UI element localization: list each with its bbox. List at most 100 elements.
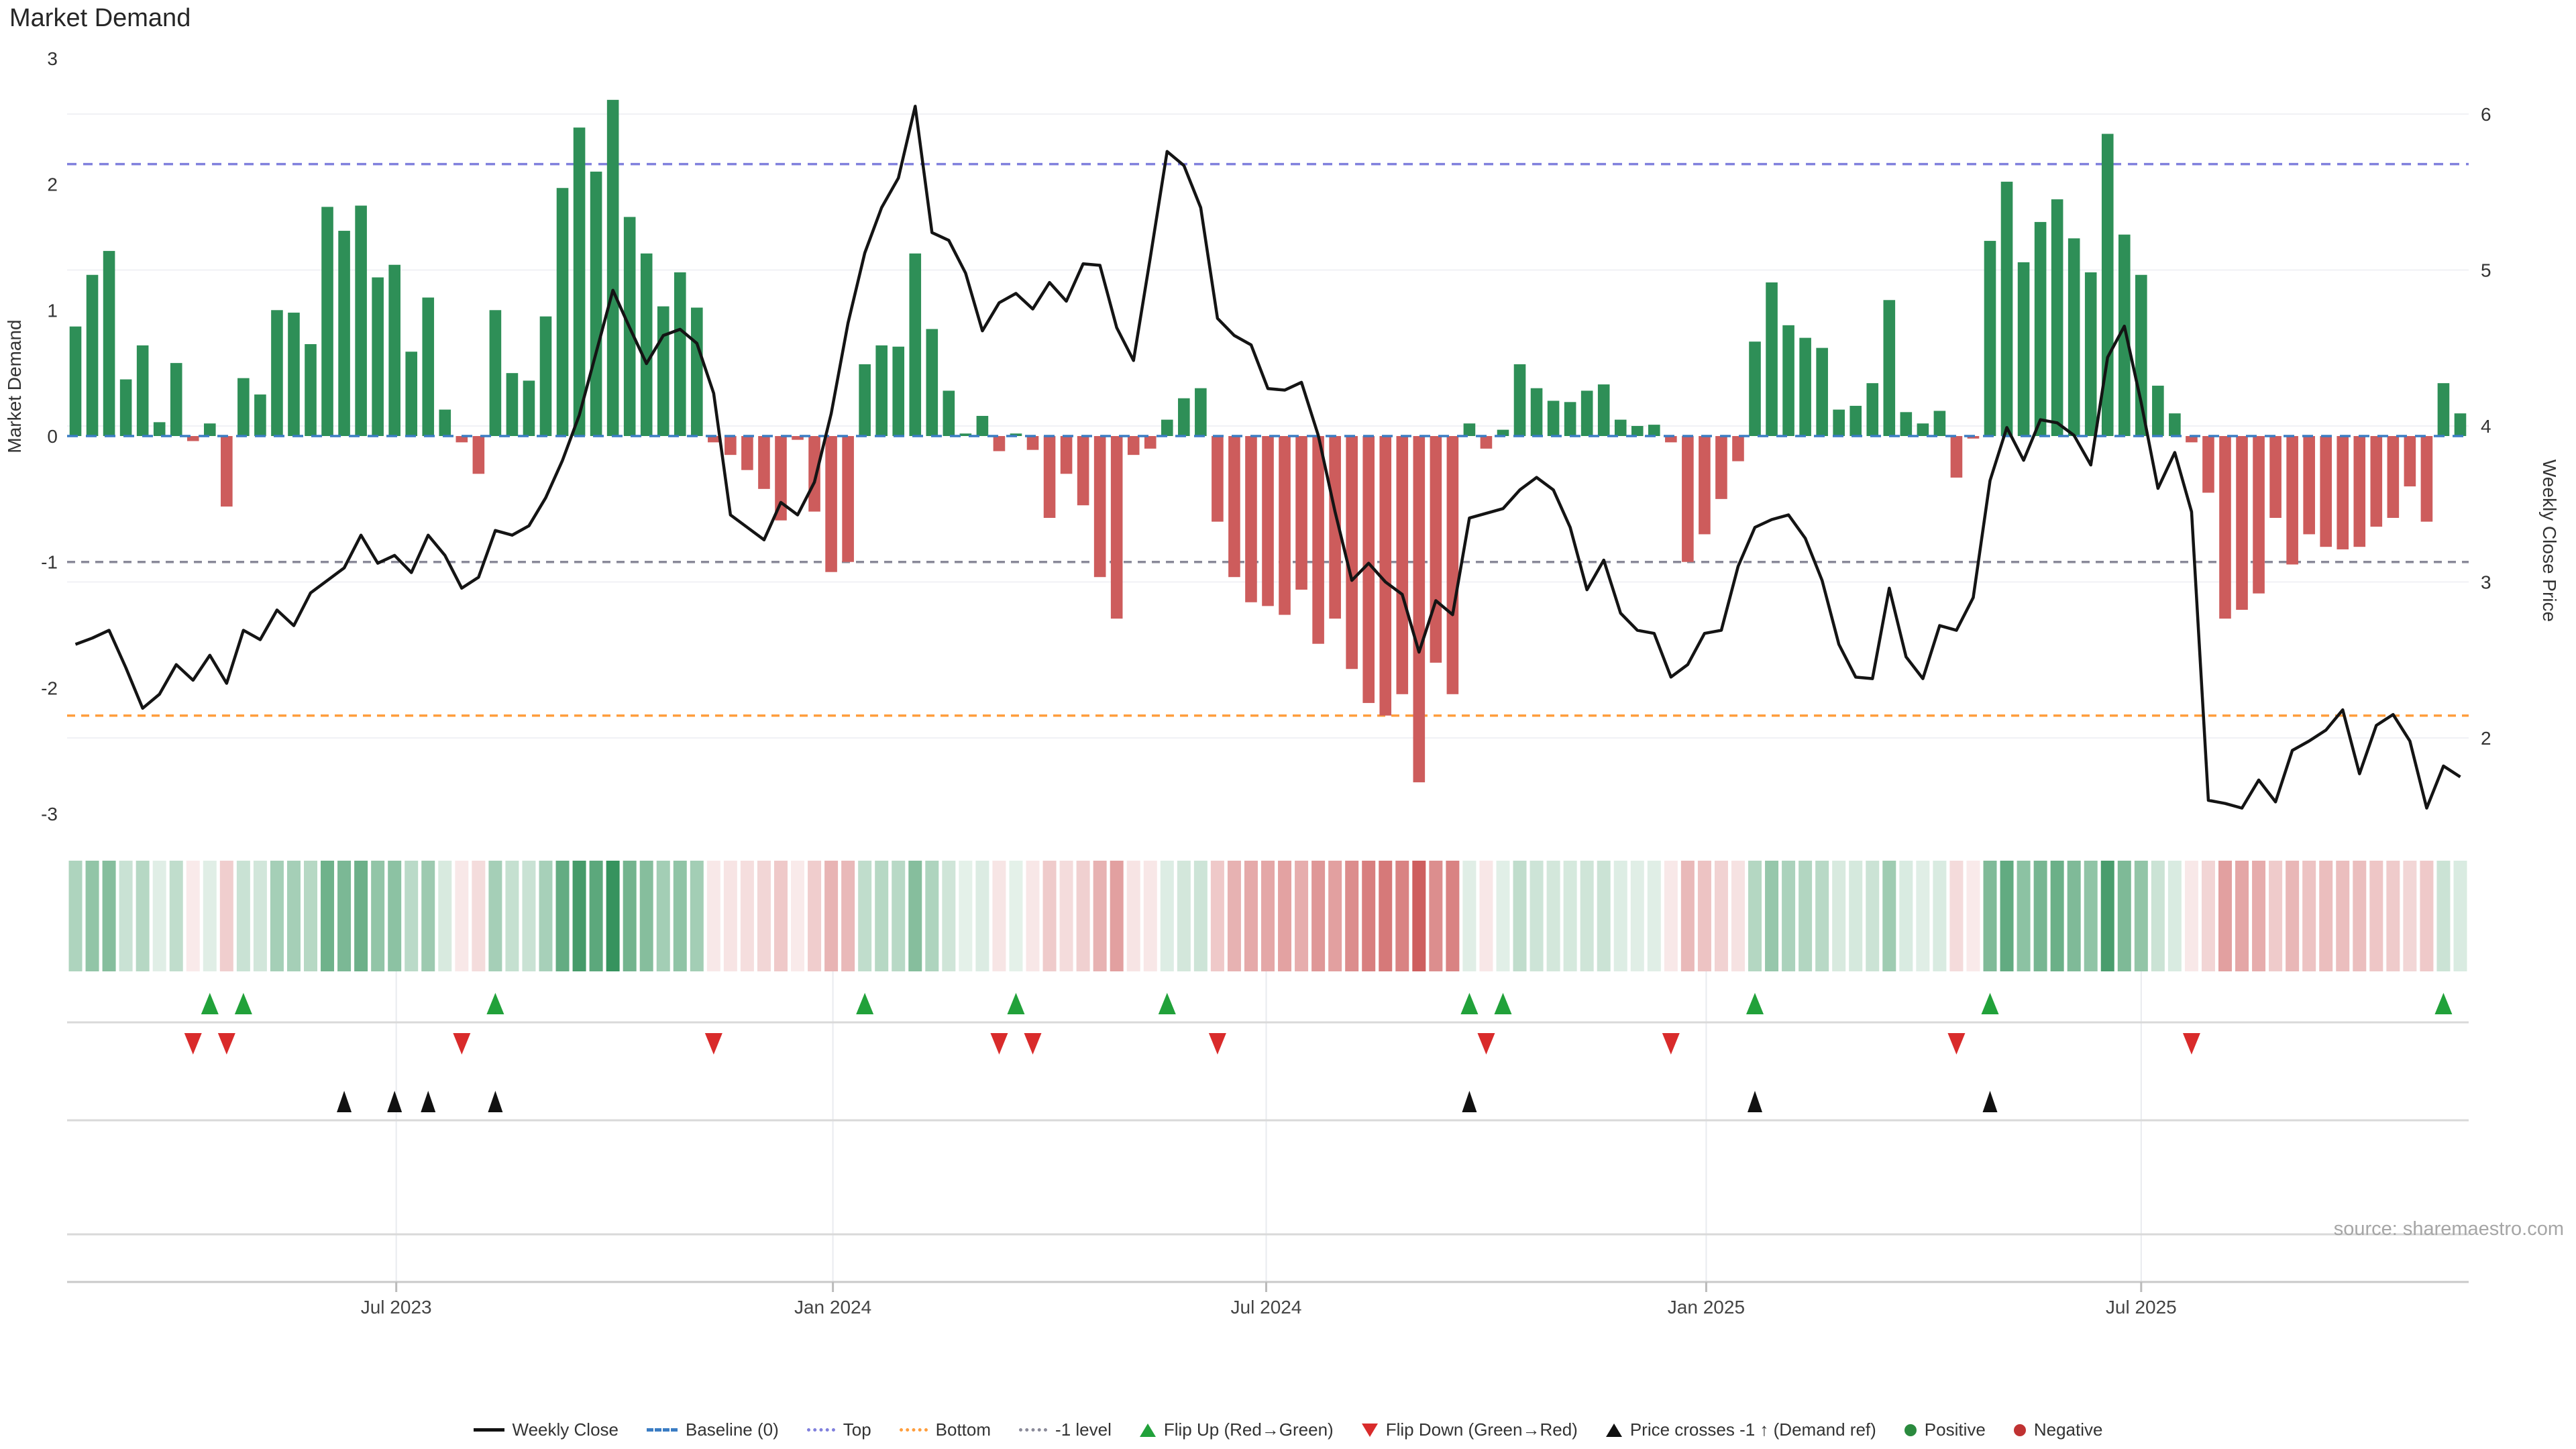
- heatmap-cell: [2134, 861, 2148, 971]
- demand-bar-negative: [1262, 436, 1274, 606]
- demand-bar-negative: [1950, 436, 1963, 478]
- flip-up-marker: [856, 993, 874, 1014]
- legend-item-0[interactable]: Weekly Close: [473, 1419, 619, 1440]
- demand-bar-negative: [708, 436, 720, 443]
- demand-bar-negative: [472, 436, 485, 474]
- heatmap-cell: [1177, 861, 1191, 971]
- demand-bar-negative: [1362, 436, 1375, 703]
- demand-bar-positive: [1933, 411, 1946, 436]
- legend-item-1[interactable]: Baseline (0): [647, 1419, 779, 1440]
- demand-bar-positive: [1195, 388, 1207, 436]
- heatmap-cell: [2151, 861, 2165, 971]
- heatmap-cell: [2336, 861, 2350, 971]
- demand-bar-positive: [691, 307, 703, 436]
- left-axis-tick-label: -2: [41, 678, 58, 698]
- left-axis-tick-label: -3: [41, 804, 58, 824]
- demand-bar-positive: [1631, 425, 1644, 436]
- demand-bar-positive: [1513, 364, 1526, 436]
- x-tick-label: Jul 2024: [1231, 1297, 1302, 1318]
- demand-bar-positive: [1463, 423, 1476, 436]
- demand-bar-positive: [2152, 385, 2164, 436]
- flip-up-marker: [201, 993, 219, 1014]
- legend-item-7[interactable]: Price crosses -1 ↑ (Demand ref): [1605, 1419, 1876, 1440]
- heatmap-cell: [2117, 861, 2131, 971]
- legend-label: Price crosses -1 ↑ (Demand ref): [1629, 1419, 1876, 1440]
- heatmap-cell: [85, 861, 99, 971]
- chart-legend: Weekly Close Baseline (0) Top Bottom -1 leve…: [0, 1419, 2576, 1440]
- legend-item-4[interactable]: -1 level: [1019, 1419, 1112, 1440]
- legend-item-8[interactable]: Positive: [1904, 1419, 1986, 1440]
- demand-bar-positive: [1900, 412, 1913, 436]
- legend-item-6[interactable]: Flip Down (Green→Red): [1361, 1419, 1578, 1440]
- heatmap-cell: [1815, 861, 1829, 971]
- left-axis-tick-label: 1: [47, 300, 58, 321]
- heatmap-cell: [1227, 861, 1241, 971]
- demand-bar-positive: [506, 373, 519, 436]
- heatmap-cell: [2269, 861, 2283, 971]
- demand-bar-positive: [943, 390, 955, 436]
- heatmap-cell: [1110, 861, 1124, 971]
- demand-bar-negative: [2353, 436, 2366, 547]
- flip-up-marker: [2434, 993, 2453, 1014]
- heatmap-cell: [219, 861, 233, 971]
- heatmap-cell: [1882, 861, 1896, 971]
- demand-bar-negative: [1665, 436, 1677, 443]
- demand-bar-negative: [775, 436, 787, 521]
- legend-item-9[interactable]: Negative: [2013, 1419, 2103, 1440]
- heatmap-cell: [2403, 861, 2417, 971]
- demand-bar-positive: [103, 251, 115, 436]
- flip-down-marker: [1024, 1033, 1042, 1055]
- demand-bar-negative: [825, 436, 837, 572]
- heatmap-cell: [1563, 861, 1577, 971]
- heatmap-cell: [2420, 861, 2434, 971]
- heatmap-cell: [253, 861, 267, 971]
- left-axis-tick-label: 0: [47, 426, 58, 447]
- legend-item-2[interactable]: Top: [806, 1419, 871, 1440]
- flip-down-marker: [217, 1033, 235, 1055]
- demand-bar-positive: [959, 433, 972, 436]
- demand-bar-negative: [1396, 436, 1409, 694]
- heatmap-cell: [405, 861, 419, 971]
- demand-bar-positive: [875, 345, 888, 436]
- demand-bar-positive: [1849, 405, 1862, 436]
- heatmap-cell: [169, 861, 183, 971]
- heatmap-cell: [1210, 861, 1224, 971]
- heatmap-cell: [354, 861, 368, 971]
- demand-bar-negative: [758, 436, 770, 489]
- source-credit: source: sharemaestro.com: [2333, 1218, 2564, 1240]
- heatmap-cell: [1295, 861, 1309, 971]
- heatmap-cell: [791, 861, 805, 971]
- demand-bar-negative: [792, 436, 804, 440]
- heatmap-cell: [1446, 861, 1460, 971]
- demand-bar-negative: [186, 436, 199, 441]
- triangle-down-icon: [1361, 1423, 1378, 1437]
- dotted-line-swatch-icon: [1019, 1428, 1048, 1432]
- flip-down-marker: [1208, 1033, 1226, 1055]
- demand-bar-negative: [1682, 436, 1694, 562]
- heatmap-cell: [606, 861, 620, 971]
- heatmap-cell: [1849, 861, 1863, 971]
- heatmap-cell: [2286, 861, 2300, 971]
- legend-label: Negative: [2033, 1419, 2103, 1440]
- demand-bar-negative: [993, 436, 1006, 451]
- heatmap-cell: [2100, 861, 2114, 971]
- legend-item-3[interactable]: Bottom: [899, 1419, 991, 1440]
- heatmap-cell: [1714, 861, 1728, 971]
- demand-bar-positive: [859, 364, 871, 436]
- demand-bar-positive: [405, 352, 418, 436]
- price-cross-marker: [1982, 1091, 1998, 1112]
- heatmap-cell: [2218, 861, 2232, 971]
- heatmap-cell: [1479, 861, 1493, 971]
- heatmap-cell: [1613, 861, 1627, 971]
- demand-bar-positive: [1178, 398, 1190, 436]
- demand-bar-negative: [1077, 436, 1089, 506]
- demand-bar-positive: [2068, 238, 2080, 436]
- demand-bar-positive: [2084, 272, 2097, 436]
- heatmap-cell: [1748, 861, 1762, 971]
- legend-item-5[interactable]: Flip Up (Red→Green): [1139, 1419, 1334, 1440]
- flip-down-marker: [1477, 1033, 1495, 1055]
- demand-bar-negative: [1732, 436, 1744, 462]
- heatmap-cell: [421, 861, 435, 971]
- demand-bar-negative: [1043, 436, 1056, 519]
- heatmap-cell: [1697, 861, 1711, 971]
